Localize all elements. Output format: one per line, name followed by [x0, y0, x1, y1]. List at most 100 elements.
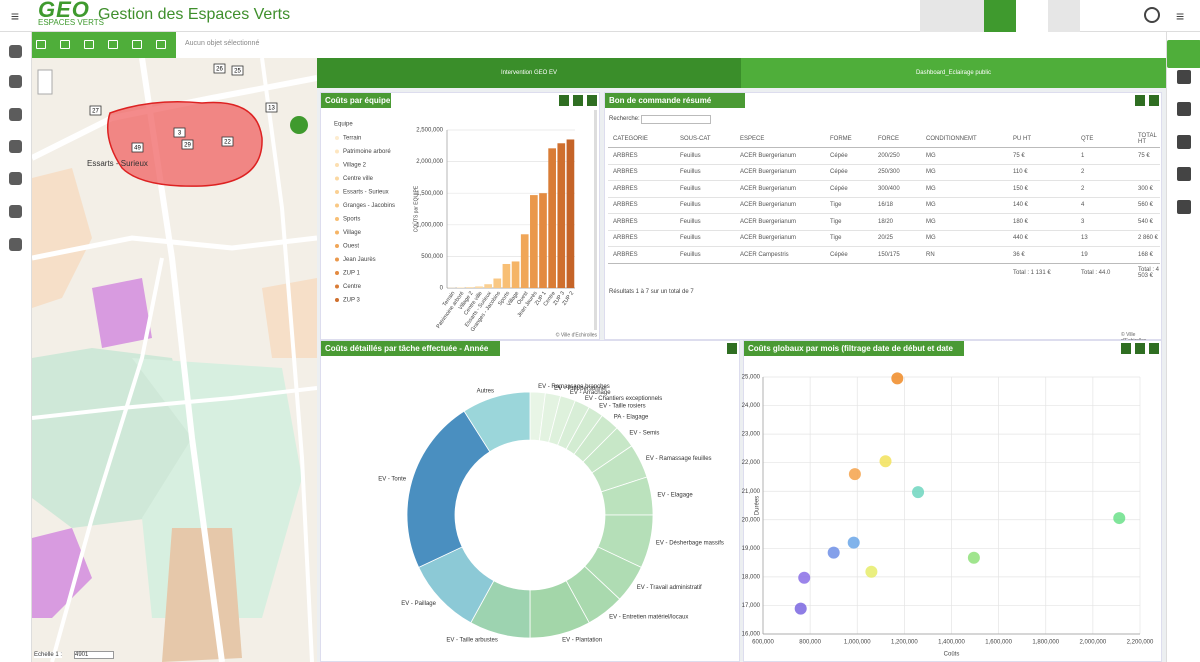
table-cell: 560 €	[1133, 196, 1160, 214]
column-header[interactable]: QTE	[1076, 131, 1133, 148]
table-cell: ARBRES	[608, 180, 675, 197]
column-header[interactable]: ESPECE	[735, 131, 825, 148]
sidebar-button[interactable]	[1177, 102, 1191, 116]
toolbar-button[interactable]	[132, 40, 142, 49]
right-sidebar	[1166, 32, 1200, 662]
table-row: ARBRES Feuillus ACER Buergerianum Cépée 250/…	[608, 163, 1160, 181]
table-cell: MG	[921, 180, 1008, 197]
panel-control[interactable]	[1135, 95, 1145, 106]
table-cell: 3	[1076, 213, 1133, 230]
edit-button[interactable]	[984, 0, 1016, 32]
menu-right-button[interactable]: ≡	[1176, 8, 1185, 24]
tab[interactable]: Dashboard_Eclairage public	[741, 58, 1166, 88]
order-table: CATEGORIE SOUS-CAT ESPECE FORME FORCE CONDITI…	[608, 131, 1160, 282]
panel-control[interactable]	[1149, 95, 1159, 106]
map[interactable]: 26 25 27 13 329 22 49	[32, 58, 317, 662]
map-marker-label: 27	[92, 109, 99, 115]
panel-title: Bon de commande résumé (végétaux)	[605, 93, 745, 120]
panel-control[interactable]	[1135, 343, 1145, 354]
map-marker[interactable]	[173, 127, 186, 138]
table-cell: 20/25	[873, 229, 921, 247]
table-cell: Cépée	[825, 246, 873, 263]
panel-control[interactable]	[587, 95, 597, 106]
panel-control[interactable]	[727, 343, 737, 354]
table-cell: ACER Buergerianum	[735, 163, 825, 181]
map-marker-label: 3	[178, 131, 182, 137]
map-marker[interactable]	[181, 139, 194, 150]
toolbar-button[interactable]	[36, 40, 46, 49]
sidebar-button[interactable]	[9, 75, 22, 88]
table-cell: 2	[1076, 180, 1133, 197]
menu-button[interactable]: ≡	[10, 8, 20, 24]
map-marker[interactable]	[131, 142, 144, 153]
column-header[interactable]: CONDITIONNEMT	[921, 131, 1008, 148]
toolbar-button[interactable]	[60, 40, 70, 49]
column-header[interactable]: PU HT	[1008, 131, 1076, 148]
panel-control[interactable]	[1121, 343, 1131, 354]
column-header[interactable]: SOUS-CAT	[675, 131, 735, 148]
logo[interactable]: GEO	[38, 0, 90, 22]
toolbar-button[interactable]	[108, 40, 118, 49]
total-cell: Total : 1 131 €	[1008, 262, 1076, 282]
map-marker[interactable]	[231, 65, 244, 76]
column-header[interactable]: FORME	[825, 131, 873, 148]
table-cell: 13	[1076, 229, 1133, 247]
sidebar-button[interactable]	[1177, 135, 1191, 149]
table-cell: ACER Buergerianum	[735, 147, 825, 164]
table-cell: Feuillus	[675, 196, 735, 214]
column-header[interactable]: FORCE	[873, 131, 921, 148]
panel: Coûts par équipe	[320, 92, 600, 340]
table-row: ARBRES Feuillus ACER Buergerianum Tige 18/20…	[608, 213, 1160, 230]
map-marker[interactable]	[221, 136, 234, 147]
table-cell: 2	[1076, 163, 1133, 181]
toolbar-button[interactable]	[156, 40, 166, 49]
tab[interactable]: Intervention GEO EV	[317, 58, 741, 88]
sidebar-button[interactable]	[9, 238, 22, 251]
toolbar-button[interactable]	[84, 40, 94, 49]
table-cell: ARBRES	[608, 246, 675, 263]
map-marker-label: 25	[234, 69, 241, 75]
search-input[interactable]	[641, 115, 711, 124]
print-button[interactable]	[1048, 0, 1080, 32]
panel-control[interactable]	[1149, 343, 1159, 354]
sidebar-button[interactable]	[1177, 70, 1191, 84]
table-cell: Feuillus	[675, 246, 735, 263]
panel: Coûts détaillés par tâche effectuée - An…	[320, 340, 740, 662]
table-cell: 1	[1076, 147, 1133, 164]
table-row: ARBRES Feuillus ACER Buergerianum Tige 16/18…	[608, 196, 1160, 214]
history-button[interactable]	[920, 0, 952, 32]
table-cell: 4	[1076, 196, 1133, 214]
table-cell: 180 €	[1008, 213, 1076, 230]
column-header[interactable]: TOTAL HT	[1133, 131, 1160, 148]
table-cell: 2 860 €	[1133, 229, 1160, 247]
sidebar-button[interactable]	[1167, 40, 1200, 68]
search-button[interactable]	[1016, 0, 1048, 32]
map-marker-label: 26	[216, 67, 223, 73]
totals-row: Total : 1 131 € Total : 44.0 Total : 4 503…	[608, 262, 1160, 282]
sidebar-button[interactable]	[9, 108, 22, 121]
map-marker[interactable]	[265, 102, 278, 113]
table-cell: Feuillus	[675, 229, 735, 247]
table-cell: 300 €	[1133, 180, 1160, 197]
header: GEO ESPACES VERTS Gestion des Espaces Ve…	[0, 0, 1200, 32]
map-marker[interactable]	[89, 105, 102, 116]
sidebar-button[interactable]	[9, 172, 22, 185]
sidebar-button[interactable]	[9, 45, 22, 58]
table-cell: 75 €	[1008, 147, 1076, 164]
sidebar-button[interactable]	[1177, 167, 1191, 181]
panel-control[interactable]	[573, 95, 583, 106]
sidebar-button[interactable]	[1177, 200, 1191, 214]
table-cell: MG	[921, 147, 1008, 164]
table-cell	[608, 262, 1008, 282]
sidebar-button[interactable]	[9, 205, 22, 218]
column-header[interactable]: CATEGORIE	[608, 131, 675, 148]
table-cell: MG	[921, 229, 1008, 247]
sidebar-button[interactable]	[9, 140, 22, 153]
table-cell: ACER Buergerianum	[735, 229, 825, 247]
power-button[interactable]	[1144, 7, 1160, 23]
passport-button[interactable]	[952, 0, 984, 32]
map-marker-label: 29	[184, 143, 191, 149]
panel-control[interactable]	[559, 95, 569, 106]
map-marker[interactable]	[213, 63, 226, 74]
